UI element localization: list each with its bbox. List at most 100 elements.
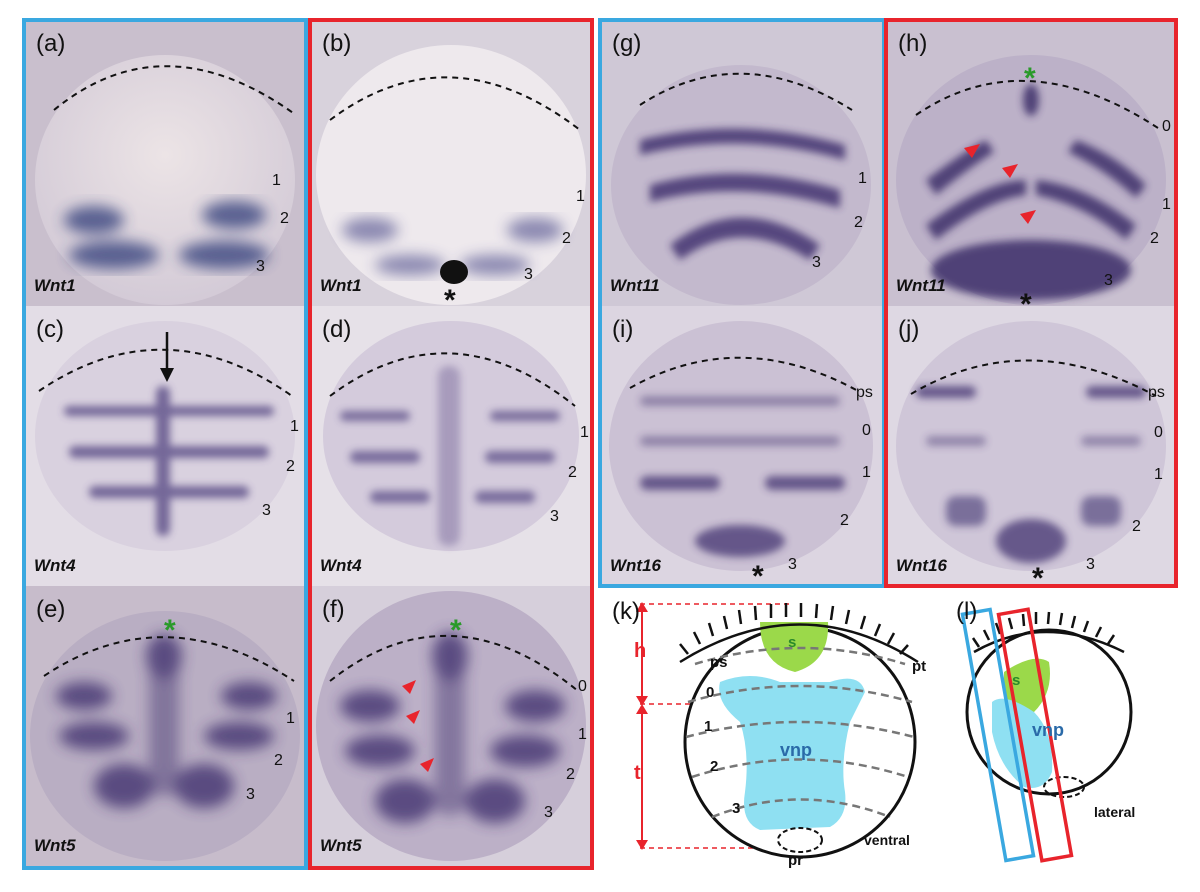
gene-label-e: Wnt5 (34, 836, 76, 855)
segment-number: 1 (580, 424, 589, 441)
embryo-image-a (24, 20, 306, 306)
gene-label-i: Wnt16 (610, 556, 661, 575)
gene-label-a: Wnt1 (34, 276, 76, 295)
diagram-k: (k) h t ps pt s vnp 0 1 2 3 pr ventral (600, 592, 940, 882)
segment-number: 2 (562, 230, 571, 247)
panel-label-l: (l) (956, 598, 978, 625)
segment-number: 2 (1132, 518, 1141, 535)
segment-number: 1 (286, 710, 295, 727)
panel-label-i: (i) (612, 316, 634, 343)
segment-number: 1 (1162, 196, 1171, 213)
embryo-image-e (24, 586, 306, 868)
label-vnp: vnp (1032, 720, 1065, 740)
green-asterisk-marker: * (1024, 62, 1036, 95)
segment-number: 1 (1154, 466, 1163, 483)
panel-label-b: (b) (322, 30, 352, 57)
gene-label-b: Wnt1 (320, 276, 362, 295)
segment-number: 2 (566, 766, 575, 783)
segment-number: 0 (578, 678, 587, 695)
panel-f: (f) Wnt5 * 0 1 2 3 (310, 586, 592, 868)
panel-label-a: (a) (36, 30, 66, 57)
embryo-image-b (310, 20, 592, 306)
embryo-image-j (886, 306, 1176, 586)
embryo-image-i (600, 306, 882, 586)
label-ventral: ventral (864, 832, 910, 848)
label-lateral: lateral (1094, 804, 1136, 820)
segment-number: 3 (788, 556, 797, 573)
segment-number: 3 (1104, 272, 1113, 289)
segment-number: 0 (1154, 424, 1163, 441)
segment-number: 1 (576, 188, 585, 205)
panel-j: (j) Wnt16 ps 0 1 2 3 * (886, 306, 1176, 586)
gene-label-h: Wnt11 (896, 276, 946, 295)
segment-number: 2 (854, 214, 863, 231)
panel-i: (i) Wnt16 ps 0 1 2 3 * (600, 306, 882, 586)
label-ps: ps (710, 654, 728, 671)
embryo-image-f (310, 586, 592, 868)
segment-number: 1 (862, 464, 871, 481)
label-h: h (634, 640, 647, 662)
gene-label-j: Wnt16 (896, 556, 947, 575)
label-vnp: vnp (780, 740, 813, 760)
segment-number: 1 (290, 418, 299, 435)
gene-label-f: Wnt5 (320, 836, 362, 855)
asterisk-marker: * (752, 560, 764, 587)
panel-label-f: (f) (322, 596, 345, 623)
asterisk-marker: * (1032, 562, 1044, 587)
segment-number: 1 (578, 726, 587, 743)
panel-label-j: (j) (898, 316, 920, 343)
segment-number: 2 (280, 210, 289, 227)
label-segment-1: 1 (704, 718, 713, 735)
panel-d: (d) Wnt4 1 2 3 (310, 306, 592, 586)
embryo-image-g (600, 20, 882, 306)
panel-label-g: (g) (612, 30, 642, 57)
segment-number: 2 (274, 752, 283, 769)
panel-b: (b) Wnt1 1 2 3 * (310, 20, 592, 306)
label-t: t (634, 762, 641, 784)
label-s: s (1012, 672, 1021, 689)
segment-number: 2 (840, 512, 849, 529)
embryo-image-c (24, 306, 306, 586)
panel-label-d: (d) (322, 316, 352, 343)
panel-h: (h) Wnt11 * * 0 1 2 3 (886, 20, 1176, 306)
panel-label-e: (e) (36, 596, 66, 623)
gene-label-g: Wnt11 (610, 276, 660, 295)
segment-number: ps (1148, 384, 1165, 401)
segment-number: 3 (246, 786, 255, 803)
panel-g: (g) Wnt11 1 2 3 (600, 20, 882, 306)
label-segment-0: 0 (706, 684, 715, 701)
segment-number: 2 (568, 464, 577, 481)
embryo-image-h (886, 20, 1176, 306)
segment-number: 3 (262, 502, 271, 519)
segment-number: ps (856, 384, 873, 401)
segment-number: 3 (544, 804, 553, 821)
gene-label-c: Wnt4 (34, 556, 76, 575)
segment-number: 2 (286, 458, 295, 475)
segment-number: 3 (812, 254, 821, 271)
embryo-schematic-lateral (960, 607, 1133, 863)
segment-number: 1 (858, 170, 867, 187)
label-s: s (788, 634, 797, 651)
diagram-l: (l) s vnp lateral (944, 592, 1180, 882)
asterisk-marker: * (1020, 288, 1032, 307)
segment-number: 3 (524, 266, 533, 283)
asterisk-marker: * (444, 284, 456, 307)
panel-label-h: (h) (898, 30, 928, 57)
label-segment-2: 2 (710, 758, 719, 775)
panel-e: (e) Wnt5 * 1 2 3 (24, 586, 306, 868)
label-pt: pt (912, 658, 927, 675)
label-pr: pr (788, 852, 803, 869)
gene-label-d: Wnt4 (320, 556, 362, 575)
segment-number: 1 (272, 172, 281, 189)
segment-number: 3 (1086, 556, 1095, 573)
panel-label-c: (c) (36, 316, 64, 343)
segment-number: 0 (862, 422, 871, 439)
label-segment-3: 3 (732, 800, 741, 817)
green-asterisk-marker: * (164, 614, 176, 647)
embryo-schematic-ventral (636, 602, 919, 859)
segment-number: 3 (550, 508, 559, 525)
segment-number: 2 (1150, 230, 1159, 247)
panel-c: (c) Wnt4 1 2 3 (24, 306, 306, 586)
panel-label-k: (k) (612, 598, 640, 625)
embryo-image-d (310, 306, 592, 586)
